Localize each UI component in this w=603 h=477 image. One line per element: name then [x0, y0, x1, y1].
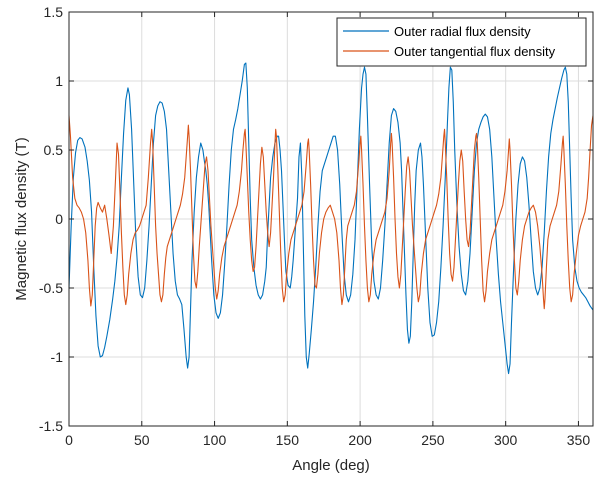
series-line-tangential — [68, 115, 594, 310]
x-tick-label: 150 — [276, 432, 300, 448]
x-tick-label: 250 — [421, 432, 445, 448]
y-tick-label: 0.5 — [44, 142, 64, 158]
legend-label-tangential: Outer tangential flux density — [394, 44, 556, 59]
x-tick-label: 0 — [65, 432, 73, 448]
x-tick-label: 200 — [348, 432, 372, 448]
y-tick-label: 1 — [55, 73, 63, 89]
legend-label-radial: Outer radial flux density — [394, 24, 531, 39]
legend: Outer radial flux density Outer tangenti… — [336, 17, 587, 67]
series-lines — [68, 62, 594, 375]
x-tick-label: 350 — [567, 432, 591, 448]
y-tick-label: -1 — [51, 349, 64, 365]
x-tick-label: 100 — [203, 432, 227, 448]
legend-box — [336, 17, 587, 67]
series-line-radial — [68, 62, 594, 375]
x-tick-label: 50 — [134, 432, 150, 448]
y-tick-label: -1.5 — [39, 418, 63, 434]
x-tick-label: 300 — [494, 432, 518, 448]
y-axis-ticks: -1.5 -1 -0.5 0 0.5 1 1.5 — [39, 4, 593, 434]
y-axis-title: Magnetic flux density (T) — [13, 137, 30, 300]
x-axis-ticks: 0 50 100 150 200 250 300 350 — [65, 12, 590, 448]
grid-lines — [68, 11, 593, 427]
y-tick-label: 0 — [55, 211, 63, 227]
y-tick-label: -0.5 — [39, 280, 63, 296]
y-tick-label: 1.5 — [44, 4, 64, 20]
x-axis-title: Angle (deg) — [292, 457, 370, 474]
